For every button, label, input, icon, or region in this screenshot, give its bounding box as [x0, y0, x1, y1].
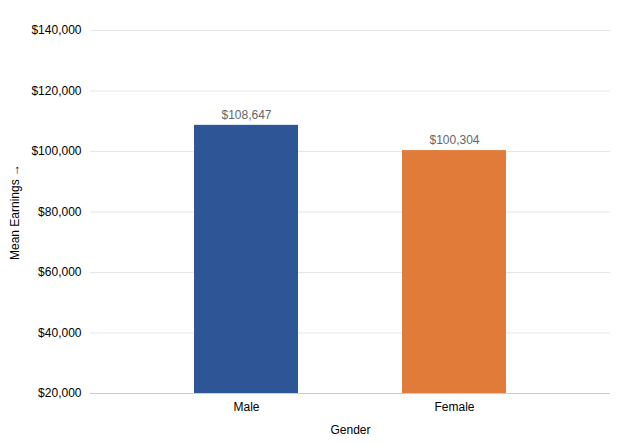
- svg-text:Male: Male: [233, 400, 259, 414]
- svg-text:Female: Female: [434, 400, 474, 414]
- svg-text:Mean Earnings →: Mean Earnings →: [8, 164, 22, 260]
- svg-text:$140,000: $140,000: [31, 23, 81, 37]
- svg-text:$120,000: $120,000: [31, 84, 81, 98]
- svg-text:$100,304: $100,304: [429, 133, 479, 147]
- svg-text:$108,647: $108,647: [221, 108, 271, 122]
- svg-text:$40,000: $40,000: [38, 326, 82, 340]
- svg-text:$60,000: $60,000: [38, 265, 82, 279]
- svg-text:$20,000: $20,000: [38, 386, 82, 400]
- svg-text:Gender: Gender: [330, 423, 370, 437]
- svg-text:$80,000: $80,000: [38, 205, 82, 219]
- svg-text:$100,000: $100,000: [31, 144, 81, 158]
